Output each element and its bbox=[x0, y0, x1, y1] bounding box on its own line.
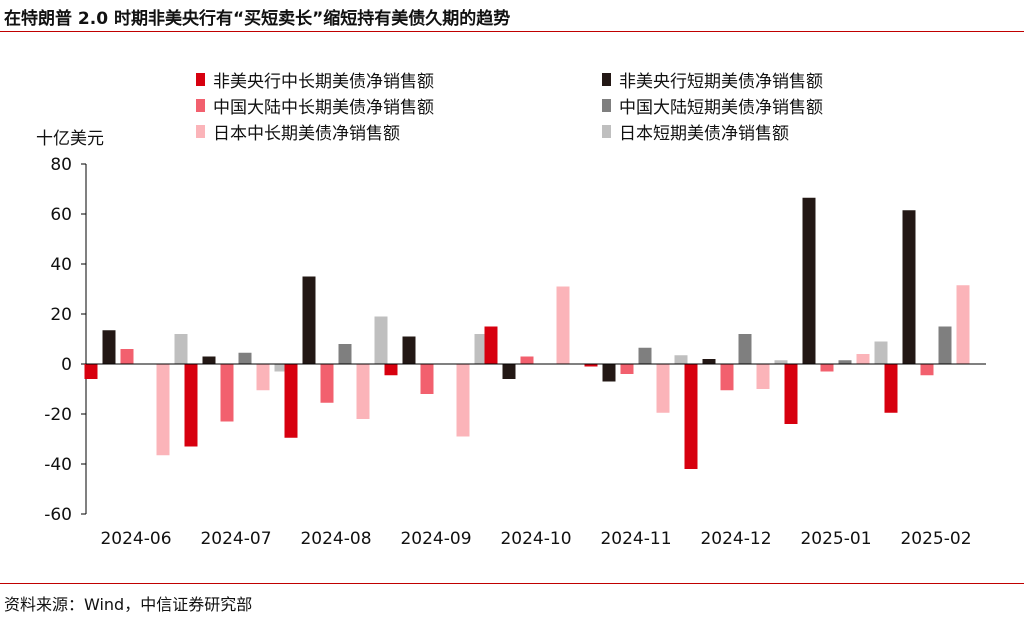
bar bbox=[238, 352, 252, 364]
bar bbox=[602, 364, 616, 382]
y-tick-label: -20 bbox=[44, 405, 72, 425]
bar bbox=[702, 359, 716, 364]
legend-item-6: 日本短期美债净销售额 bbox=[602, 118, 789, 144]
bar bbox=[374, 316, 388, 364]
bar bbox=[802, 197, 816, 364]
legend-label-2: 非美央行短期美债净销售额 bbox=[619, 71, 823, 92]
bar bbox=[102, 330, 116, 364]
bar bbox=[320, 364, 334, 403]
x-tick-label: 2024-09 bbox=[400, 529, 471, 549]
legend-swatch-2 bbox=[602, 72, 611, 86]
bar bbox=[356, 364, 370, 419]
bar bbox=[502, 364, 516, 379]
legend-swatch-4 bbox=[602, 98, 611, 112]
x-tick-label: 2024-06 bbox=[100, 529, 171, 549]
bar bbox=[820, 364, 834, 372]
bar bbox=[474, 334, 488, 364]
y-tick-label: 40 bbox=[50, 255, 72, 275]
bar bbox=[720, 364, 734, 391]
legend-label-4: 中国大陆短期美债净销售额 bbox=[619, 97, 823, 118]
chart-title: 在特朗普 2.0 时期非美央行有“买短卖长”缩短持有美债久期的趋势 bbox=[4, 9, 511, 29]
source-note: 资料来源：Wind，中信证券研究部 bbox=[4, 595, 253, 614]
x-tick-label: 2024-11 bbox=[600, 529, 671, 549]
y-tick-label: 80 bbox=[50, 155, 72, 175]
bar bbox=[156, 364, 170, 456]
bar-chart: 80 60 40 20 0 -20 -40 -60 2024-06 2024-07 2024-08 2… bbox=[44, 155, 986, 549]
bar bbox=[456, 364, 470, 437]
x-tick-label: 2025-01 bbox=[800, 529, 871, 549]
legend-item-3: 中国大陆中长期美债净销售额 bbox=[196, 92, 434, 118]
bar bbox=[284, 364, 298, 438]
bar bbox=[902, 210, 916, 364]
bar bbox=[874, 341, 888, 364]
x-tick-label: 2024-10 bbox=[500, 529, 571, 549]
bar bbox=[684, 364, 698, 469]
bar bbox=[956, 285, 970, 364]
footer-divider bbox=[0, 583, 1024, 584]
legend-label-5: 日本中长期美债净销售额 bbox=[213, 123, 400, 144]
bar bbox=[338, 344, 352, 364]
legend-label-3: 中国大陆中长期美债净销售额 bbox=[213, 97, 434, 118]
x-tick-label: 2024-12 bbox=[700, 529, 771, 549]
bar bbox=[420, 364, 434, 394]
x-tick-label: 2024-08 bbox=[300, 529, 371, 549]
legend-swatch-5 bbox=[196, 124, 205, 138]
bar bbox=[674, 355, 688, 364]
bar bbox=[774, 360, 788, 364]
legend-swatch-3 bbox=[196, 98, 205, 112]
y-tick-label: 20 bbox=[50, 305, 72, 325]
bar bbox=[656, 364, 670, 413]
bar bbox=[484, 326, 498, 364]
bar bbox=[920, 364, 934, 376]
bar bbox=[402, 336, 416, 364]
bar bbox=[220, 364, 234, 422]
legend-item-2: 非美央行短期美债净销售额 bbox=[602, 66, 823, 92]
bar bbox=[738, 334, 752, 364]
bar bbox=[384, 364, 398, 376]
bar bbox=[838, 360, 852, 364]
bar bbox=[584, 364, 598, 367]
y-axis-unit-label: 十亿美元 bbox=[36, 129, 104, 149]
bar bbox=[938, 326, 952, 364]
bar bbox=[520, 356, 534, 364]
bar bbox=[84, 364, 98, 379]
x-tick-label: 2025-02 bbox=[900, 529, 971, 549]
bar bbox=[784, 364, 798, 424]
legend-swatch-1 bbox=[196, 72, 205, 86]
legend-item-4: 中国大陆短期美债净销售额 bbox=[602, 92, 823, 118]
legend-label-6: 日本短期美债净销售额 bbox=[619, 123, 789, 144]
legend-item-1: 非美央行中长期美债净销售额 bbox=[196, 66, 434, 92]
bar bbox=[856, 354, 870, 364]
bar bbox=[274, 364, 288, 372]
y-tick-label: -60 bbox=[44, 505, 72, 525]
bar bbox=[302, 276, 316, 364]
bar bbox=[174, 334, 188, 364]
y-tick-label: 60 bbox=[50, 205, 72, 225]
bar bbox=[638, 347, 652, 364]
bar bbox=[556, 286, 570, 364]
bar bbox=[202, 356, 216, 364]
bar bbox=[184, 364, 198, 447]
bar bbox=[756, 364, 770, 389]
y-tick-label: 0 bbox=[61, 355, 72, 375]
bar bbox=[256, 364, 270, 391]
bar bbox=[120, 349, 134, 364]
title-divider bbox=[0, 31, 1024, 32]
x-tick-label: 2024-07 bbox=[200, 529, 271, 549]
bar bbox=[884, 364, 898, 413]
legend-label-1: 非美央行中长期美债净销售额 bbox=[213, 71, 434, 92]
bar bbox=[620, 364, 634, 374]
legend-swatch-6 bbox=[602, 124, 611, 138]
legend-item-5: 日本中长期美债净销售额 bbox=[196, 118, 400, 144]
y-tick-label: -40 bbox=[44, 455, 72, 475]
